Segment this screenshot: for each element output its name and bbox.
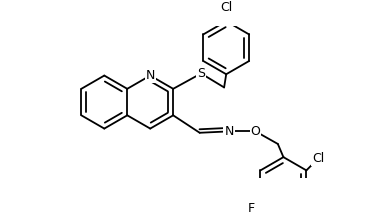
Text: N: N: [145, 69, 155, 82]
Text: F: F: [248, 203, 255, 215]
Text: S: S: [197, 67, 205, 80]
Text: Cl: Cl: [220, 1, 232, 14]
Text: O: O: [250, 125, 261, 138]
Text: Cl: Cl: [312, 152, 324, 165]
Text: N: N: [224, 125, 234, 138]
